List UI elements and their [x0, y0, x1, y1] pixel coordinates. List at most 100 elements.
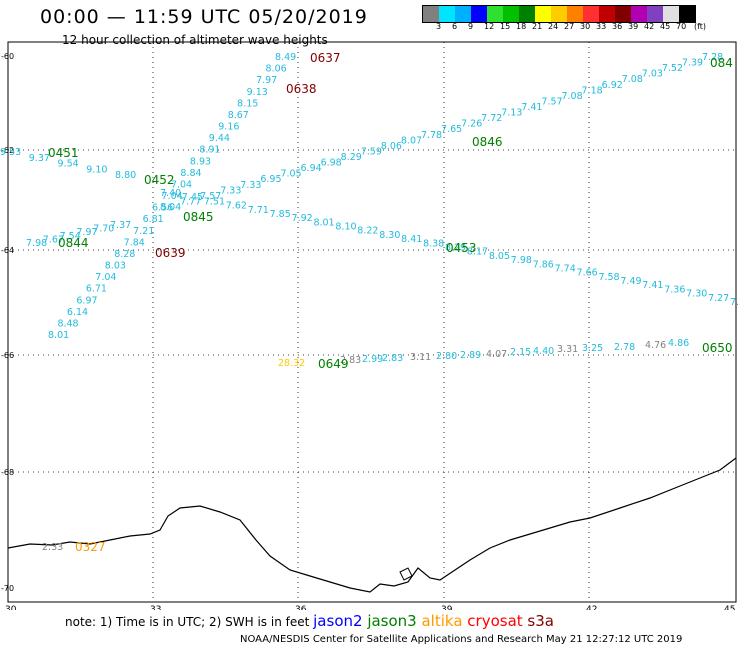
wave-height-value: 2.33: [42, 542, 63, 553]
wave-height-value: 9.54: [58, 159, 79, 170]
wave-height-value: 9.37: [29, 153, 50, 164]
latitude-label: -64: [1, 246, 14, 255]
wave-height-value: 4.76: [645, 340, 666, 351]
wave-height-value: 7.98: [26, 238, 47, 249]
pass-time-label: 0452: [144, 173, 175, 187]
wave-height-value: 3.31: [557, 344, 578, 355]
scale-swatch: [679, 6, 695, 22]
wave-height-value: 7.59: [361, 146, 382, 157]
wave-height-value: 7.67: [43, 234, 64, 245]
wave-height-value: 7.28: [702, 52, 723, 63]
pass-time-label: 0637: [310, 51, 341, 65]
scale-swatch: [487, 6, 503, 22]
pass-time-label: 0846: [472, 135, 503, 149]
pass-time-label: 0844: [58, 236, 89, 250]
scale-swatch: [471, 6, 487, 22]
satellite-jason3: jason3: [367, 612, 422, 630]
satellite-s3a: s3a: [527, 612, 554, 630]
color-scale-labels: 3 6 9 12 15 18 21 24 27 30 33 36 39 42 45 70 (ft): [422, 22, 738, 34]
satellite-jason2: jason2: [313, 612, 368, 630]
wave-height-value: 8.06: [266, 64, 287, 75]
wave-height-value: 6.14: [67, 307, 88, 318]
wave-height-value: 2.15: [510, 347, 531, 358]
wave-height-value: 6.94: [301, 163, 322, 174]
wave-height-value: 4.40: [533, 346, 554, 357]
latitude-label: -60: [1, 52, 14, 61]
wave-height-value: 7.13: [501, 108, 522, 119]
wave-height-value: 7.33: [240, 180, 261, 191]
scale-label: 36: [612, 22, 623, 31]
wave-height-value: 28.32: [278, 358, 305, 369]
wave-height-value: 8.91: [199, 145, 220, 156]
wave-height-value: 8.28: [114, 249, 135, 260]
scale-label: 39: [628, 22, 639, 31]
wave-height-value: 8.06: [381, 141, 402, 152]
scale-label: 24: [548, 22, 559, 31]
scale-swatch: [423, 6, 439, 22]
credit-line: NOAA/NESDIS Center for Satellite Applica…: [240, 634, 683, 645]
scale-unit: (ft): [694, 22, 707, 31]
altimeter-tracks: 8.018.486.146.976.717.048.038.287.847.21…: [0, 51, 740, 554]
wave-height-value: 7.04: [162, 191, 183, 202]
wave-height-value: 6.81: [143, 214, 164, 225]
wave-height-value: 6.92: [602, 80, 623, 91]
map-frame: [7, 41, 737, 603]
wave-height-value: 8.01: [48, 330, 69, 341]
wave-height-value: 2.83: [382, 353, 403, 364]
map-grid: [8, 42, 736, 602]
scale-swatch: [663, 6, 679, 22]
wave-height-value: 7.41: [521, 102, 542, 113]
wave-height-value: 6.97: [76, 295, 97, 306]
wave-height-value: 2.78: [614, 342, 635, 353]
wave-height-value: 7.26: [461, 119, 482, 130]
wave-height-value: 2.99: [362, 354, 383, 365]
pass-time-label: 0649: [318, 357, 349, 371]
wave-height-value: 6.71: [86, 284, 107, 295]
axis-labels: -60 -62 -64 -66 -68 -70 30 33 36 39 42 45: [1, 52, 735, 610]
wave-height-value: 7.97: [76, 227, 97, 238]
scale-swatch: [551, 6, 567, 22]
pass-time-label: 0451: [48, 146, 79, 160]
scale-swatch: [615, 6, 631, 22]
wave-height-value: 8.17: [467, 247, 488, 258]
wave-height-value: 7.58: [598, 272, 619, 283]
wave-height-value: 7.18: [582, 85, 603, 96]
wave-height-value: 8.01: [313, 217, 334, 228]
pass-time-label: 0453: [446, 241, 477, 255]
wave-height-value: 7.97: [256, 75, 277, 86]
longitude-label: 36: [295, 605, 307, 610]
satellite-altika: altika: [421, 612, 468, 630]
wave-height-value: 7.03: [642, 69, 663, 80]
wave-height-value: 7.57: [541, 96, 562, 107]
wave-height-value: 2.89: [460, 350, 481, 361]
latitude-label: -66: [1, 351, 14, 360]
wave-height-value: 7.66: [577, 268, 598, 279]
wave-height-value: 8.29: [341, 152, 362, 163]
wave-height-value: 7.41: [642, 280, 663, 291]
wave-height-value: 8.48: [57, 318, 78, 329]
wave-height-value: 6.56: [152, 203, 173, 214]
longitude-label: 42: [586, 605, 597, 610]
scale-swatch: [647, 6, 663, 22]
satellite-legend: jason2 jason3 altika cryosat s3a: [313, 612, 554, 630]
wave-height-value: 8.03: [105, 261, 126, 272]
wave-height-value: 7.36: [664, 284, 685, 295]
wave-height-value: 7.74: [555, 263, 576, 274]
pass-time-label: 0845: [183, 210, 214, 224]
wave-height-value: 8.38: [423, 238, 444, 249]
antarctic-coastline: [7, 457, 737, 593]
wave-height-value: 8.30: [379, 230, 400, 241]
wave-height-value: 7.86: [533, 259, 554, 270]
longitude-label: 30: [5, 605, 17, 610]
wave-height-value: 7.39: [682, 58, 703, 69]
wave-height-value: 9.13: [247, 87, 268, 98]
wave-height-value: 9.16: [218, 122, 239, 133]
wave-height-value: 7.85: [270, 209, 291, 220]
wave-height-value: 7.92: [292, 213, 313, 224]
wave-height-value: 7.65: [441, 124, 462, 135]
note-legend: note: 1) Time is in UTC; 2) SWH is in fe…: [65, 612, 554, 630]
wave-height-value: 7.51: [204, 196, 225, 207]
longitude-label: 45: [724, 605, 735, 610]
wave-height-value: 4.86: [668, 338, 689, 349]
wave-height-value: 7.98: [511, 255, 532, 266]
